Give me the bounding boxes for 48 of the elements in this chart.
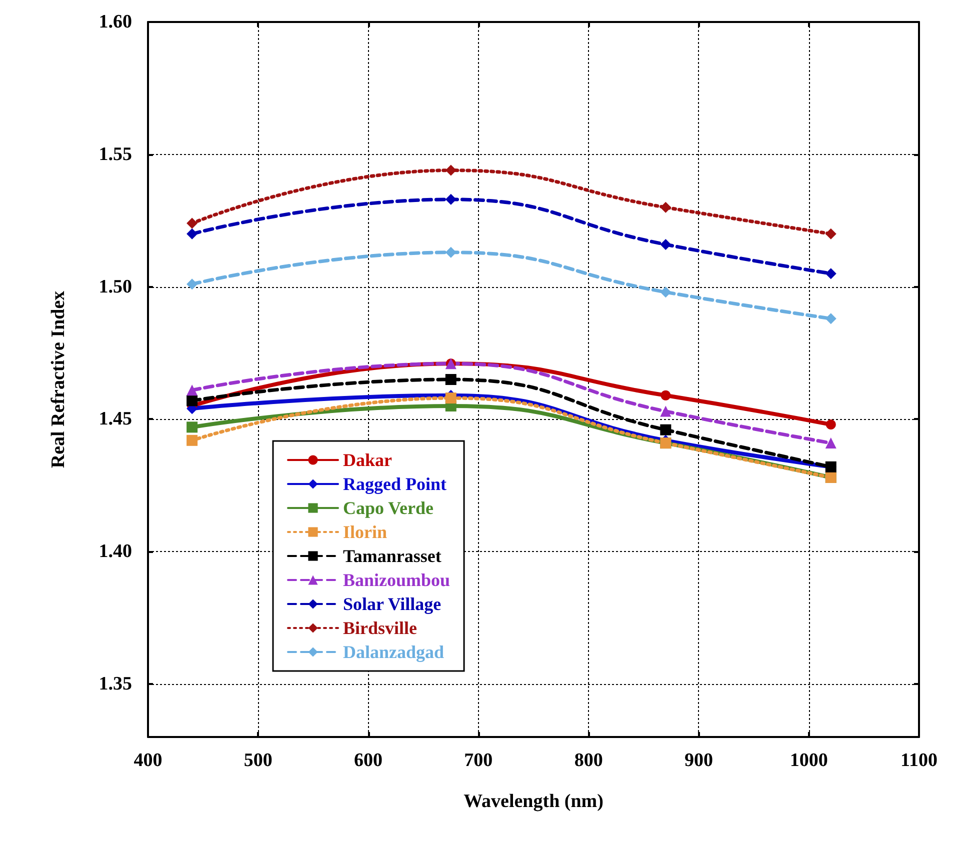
- point: [186, 218, 198, 229]
- x-tick-label: 600: [354, 750, 383, 771]
- legend-label: Banizoumbou: [343, 570, 450, 590]
- legend-label: Solar Village: [343, 594, 442, 614]
- point: [186, 278, 198, 290]
- x-tick-label: 700: [464, 750, 493, 771]
- point: [826, 420, 836, 430]
- point: [660, 390, 671, 400]
- y-axis-title: Real Refractive Index: [48, 290, 69, 468]
- point: [660, 424, 672, 436]
- point: [825, 228, 836, 240]
- y-tick-label: 1.35: [98, 674, 132, 695]
- point: [445, 246, 456, 258]
- point: [825, 438, 836, 449]
- legend-label: Ragged Point: [343, 474, 447, 494]
- y-tick-label: 1.50: [98, 276, 132, 298]
- legend-label: Dalanzadgad: [343, 642, 444, 662]
- y-tick-label: 1.40: [98, 541, 132, 562]
- y-tick-label: 1.55: [98, 144, 132, 165]
- point: [186, 422, 198, 433]
- point: [825, 313, 836, 324]
- point: [660, 406, 672, 417]
- point: [445, 392, 456, 404]
- x-tick-label: 900: [684, 750, 713, 771]
- point: [660, 238, 672, 250]
- legend-label: Birdsville: [343, 618, 418, 638]
- point: [660, 202, 672, 213]
- point: [445, 374, 456, 385]
- point: [825, 268, 836, 280]
- legend-label: Ilorin: [343, 522, 388, 542]
- x-tick-label: 800: [574, 750, 603, 771]
- point: [186, 384, 198, 396]
- y-tick-label: 1.60: [98, 12, 132, 32]
- point: [660, 286, 672, 298]
- point: [445, 164, 456, 176]
- legend-label: Dakar: [343, 450, 392, 470]
- x-tick-label: 500: [244, 750, 272, 771]
- point: [186, 434, 198, 446]
- x-tick-label: 400: [134, 750, 162, 771]
- legend-label: Capo Verde: [343, 498, 434, 518]
- y-tick-label: 1.45: [98, 408, 132, 430]
- legend-label: Tamanrasset: [343, 546, 442, 566]
- point: [186, 395, 198, 406]
- x-tick-label: 1000: [790, 750, 828, 771]
- x-axis-title: Wavelength (nm): [464, 791, 604, 812]
- point: [186, 228, 198, 240]
- point: [445, 194, 456, 205]
- x-tick-label: 1100: [900, 750, 938, 771]
